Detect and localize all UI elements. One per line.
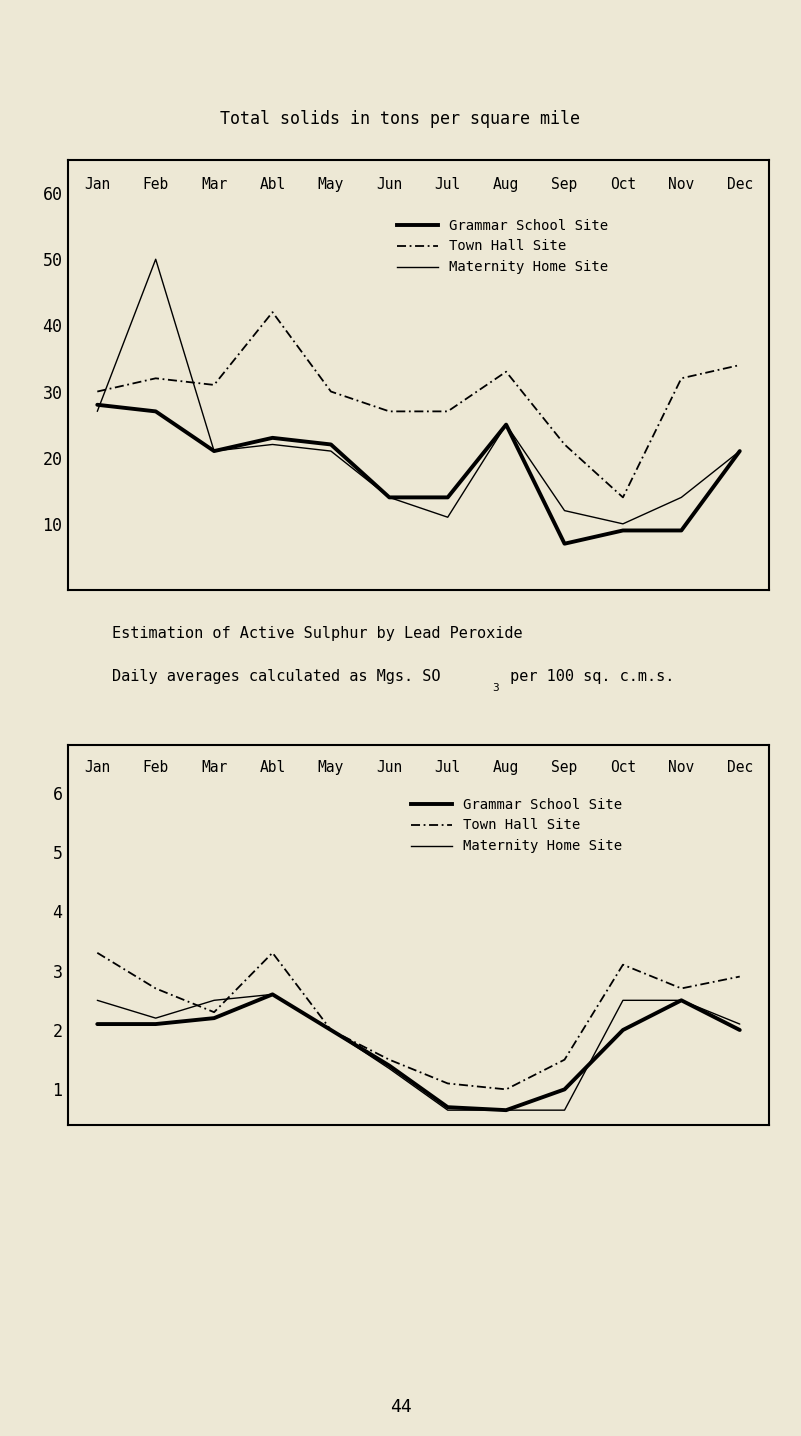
Text: Aug: Aug xyxy=(493,760,519,775)
Text: 44: 44 xyxy=(389,1399,412,1416)
Text: Feb: Feb xyxy=(143,177,169,192)
Text: Daily averages calculated as Mgs. SO: Daily averages calculated as Mgs. SO xyxy=(112,669,441,685)
Text: Jan: Jan xyxy=(84,760,111,775)
Text: Jul: Jul xyxy=(435,760,461,775)
Text: Total solids in tons per square mile: Total solids in tons per square mile xyxy=(220,111,581,128)
Text: Jan: Jan xyxy=(84,177,111,192)
Text: Sep: Sep xyxy=(551,760,578,775)
Text: Nov: Nov xyxy=(668,177,694,192)
Text: Mar: Mar xyxy=(201,760,227,775)
Text: Oct: Oct xyxy=(610,177,636,192)
Text: Dec: Dec xyxy=(727,177,753,192)
Text: Jun: Jun xyxy=(376,177,402,192)
Text: May: May xyxy=(318,760,344,775)
Text: Abl: Abl xyxy=(260,177,286,192)
Legend: Grammar School Site, Town Hall Site, Maternity Home Site: Grammar School Site, Town Hall Site, Mat… xyxy=(396,218,609,274)
Text: per 100 sq. c.m.s.: per 100 sq. c.m.s. xyxy=(501,669,674,685)
Text: May: May xyxy=(318,177,344,192)
Text: Mar: Mar xyxy=(201,177,227,192)
Text: Feb: Feb xyxy=(143,760,169,775)
Text: Jul: Jul xyxy=(435,177,461,192)
Text: Oct: Oct xyxy=(610,760,636,775)
Text: Abl: Abl xyxy=(260,760,286,775)
Text: Jun: Jun xyxy=(376,760,402,775)
Text: 3: 3 xyxy=(493,684,499,694)
Text: Estimation of Active Sulphur by Lead Peroxide: Estimation of Active Sulphur by Lead Per… xyxy=(112,626,523,642)
Text: Aug: Aug xyxy=(493,177,519,192)
Text: Nov: Nov xyxy=(668,760,694,775)
Text: Sep: Sep xyxy=(551,177,578,192)
Text: Dec: Dec xyxy=(727,760,753,775)
Legend: Grammar School Site, Town Hall Site, Maternity Home Site: Grammar School Site, Town Hall Site, Mat… xyxy=(411,797,622,853)
